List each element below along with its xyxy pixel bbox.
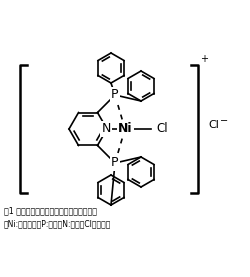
Text: +: + <box>200 54 208 64</box>
Text: Cl: Cl <box>208 120 219 130</box>
Text: （Ni:ニッケル、P:リン、N:窒素、Cl：塩素）: （Ni:ニッケル、P:リン、N:窒素、Cl：塩素） <box>4 219 112 229</box>
Text: P: P <box>111 88 119 101</box>
Text: P: P <box>111 157 119 170</box>
Text: N: N <box>101 122 111 135</box>
Text: −: − <box>220 116 228 126</box>
Text: 図1 今回開発したニッケル錯体触媒の一例: 図1 今回開発したニッケル錯体触媒の一例 <box>4 206 97 216</box>
Text: Ni: Ni <box>118 122 132 135</box>
Text: Cl: Cl <box>156 122 168 135</box>
